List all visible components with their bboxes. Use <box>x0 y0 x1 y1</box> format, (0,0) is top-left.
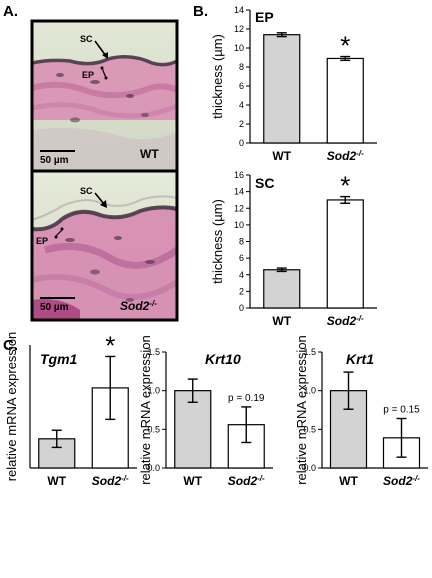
annotation-ep: EP <box>36 236 48 246</box>
bar-wt <box>38 438 76 469</box>
p-value-label: p = 0.19 <box>228 393 265 404</box>
bar-sod2 <box>326 199 364 309</box>
chart-title: Krt1 <box>346 351 374 367</box>
y-axis-label: relative mRNA expression <box>138 335 153 485</box>
y-tick-label: 0.0 <box>303 463 316 473</box>
arrow-sc <box>94 40 107 57</box>
y-tick-label: 1.0 <box>147 386 160 396</box>
genotype-label-sod2: Sod2-/- <box>120 299 157 314</box>
y-tick-label: 6 <box>239 81 244 91</box>
y-axis-label: thickness (µm) <box>210 199 225 284</box>
y-tick-label: 2 <box>239 286 244 296</box>
y-tick-label: 4 <box>239 270 244 280</box>
y-axis-label: relative mRNA expression <box>294 335 309 485</box>
y-tick-label: 4 <box>239 100 244 110</box>
y-tick-label: 12 <box>234 203 244 213</box>
category-label-sod2: Sod2-/- <box>228 474 265 489</box>
category-label-wt: WT <box>183 474 202 488</box>
chart-title: SC <box>255 175 274 191</box>
y-tick-label: 14 <box>234 187 244 197</box>
annotation-sc: SC <box>80 34 93 44</box>
bar-sod2 <box>326 57 364 144</box>
significance-star: * <box>340 31 350 61</box>
y-tick-label: 8 <box>239 237 244 247</box>
category-label-wt: WT <box>272 314 291 328</box>
annotation-sc: SC <box>80 186 93 196</box>
significance-star: * <box>105 330 115 360</box>
bar-wt <box>263 269 301 309</box>
y-tick-label: 10 <box>234 220 244 230</box>
y-tick-label: 14 <box>234 5 244 15</box>
arrow-sc <box>94 192 105 205</box>
chart-tgm1-expression: relative mRNA expression Tgm1 WT Sod2-/- * <box>4 330 137 488</box>
y-tick-label: 10 <box>234 43 244 53</box>
scale-bar-label: 50 µm <box>40 155 69 166</box>
category-label-wt: WT <box>272 149 291 163</box>
y-tick-label: 16 <box>234 170 244 180</box>
panel-b-label: B. <box>193 3 208 20</box>
y-tick-label: 6 <box>239 253 244 263</box>
y-tick-label: 8 <box>239 62 244 72</box>
panel-a-label: A. <box>3 3 18 20</box>
chart-ep-thickness: 0 2 4 6 8 10 12 14 thickness (µm) EP WT Sod2-/- * <box>210 5 377 163</box>
y-tick-label: 0 <box>239 138 244 148</box>
y-axis-label: thickness (µm) <box>210 34 225 119</box>
bar-wt <box>174 390 212 469</box>
histology-image-wt: SC EP 50 µm WT <box>31 21 179 170</box>
panel-c-label: C. <box>3 337 18 354</box>
category-label-sod2: Sod2-/- <box>327 149 364 164</box>
category-label-sod2: Sod2-/- <box>383 474 420 489</box>
chart-sc-thickness: 0 2 4 6 8 10 12 14 16 thickness (µm) SC WT Sod2-/- * <box>210 170 377 328</box>
y-tick-label: 12 <box>234 24 244 34</box>
y-tick-label: 0.5 <box>303 424 316 434</box>
y-tick-label: 1.5 <box>303 347 316 357</box>
y-tick-label: 1.0 <box>303 386 316 396</box>
scale-bar-label: 50 µm <box>40 302 69 313</box>
chart-title: EP <box>255 9 274 25</box>
chart-title: Krt10 <box>205 351 241 367</box>
histology-panel: SC EP 50 µm WT SC <box>30 19 180 322</box>
category-label-wt: WT <box>47 474 66 488</box>
genotype-label-wt: WT <box>140 147 159 161</box>
y-tick-label: 1.5 <box>147 347 160 357</box>
annotation-ep: EP <box>82 70 94 80</box>
histology-image-sod2: SC EP 50 µm Sod2-/- <box>31 172 180 320</box>
y-tick-label: 2 <box>239 119 244 129</box>
category-label-sod2: Sod2-/- <box>92 474 129 489</box>
y-tick-label: 0 <box>239 303 244 313</box>
y-tick-label: 0.0 <box>147 463 160 473</box>
category-label-sod2: Sod2-/- <box>327 314 364 329</box>
y-axis-label: relative mRNA expression <box>4 332 19 482</box>
category-label-wt: WT <box>339 474 358 488</box>
y-tick-label: 0.5 <box>147 424 160 434</box>
significance-star: * <box>340 171 350 201</box>
p-value-label: p = 0.15 <box>383 405 420 416</box>
bar-wt <box>263 34 301 144</box>
chart-title: Tgm1 <box>40 351 78 367</box>
